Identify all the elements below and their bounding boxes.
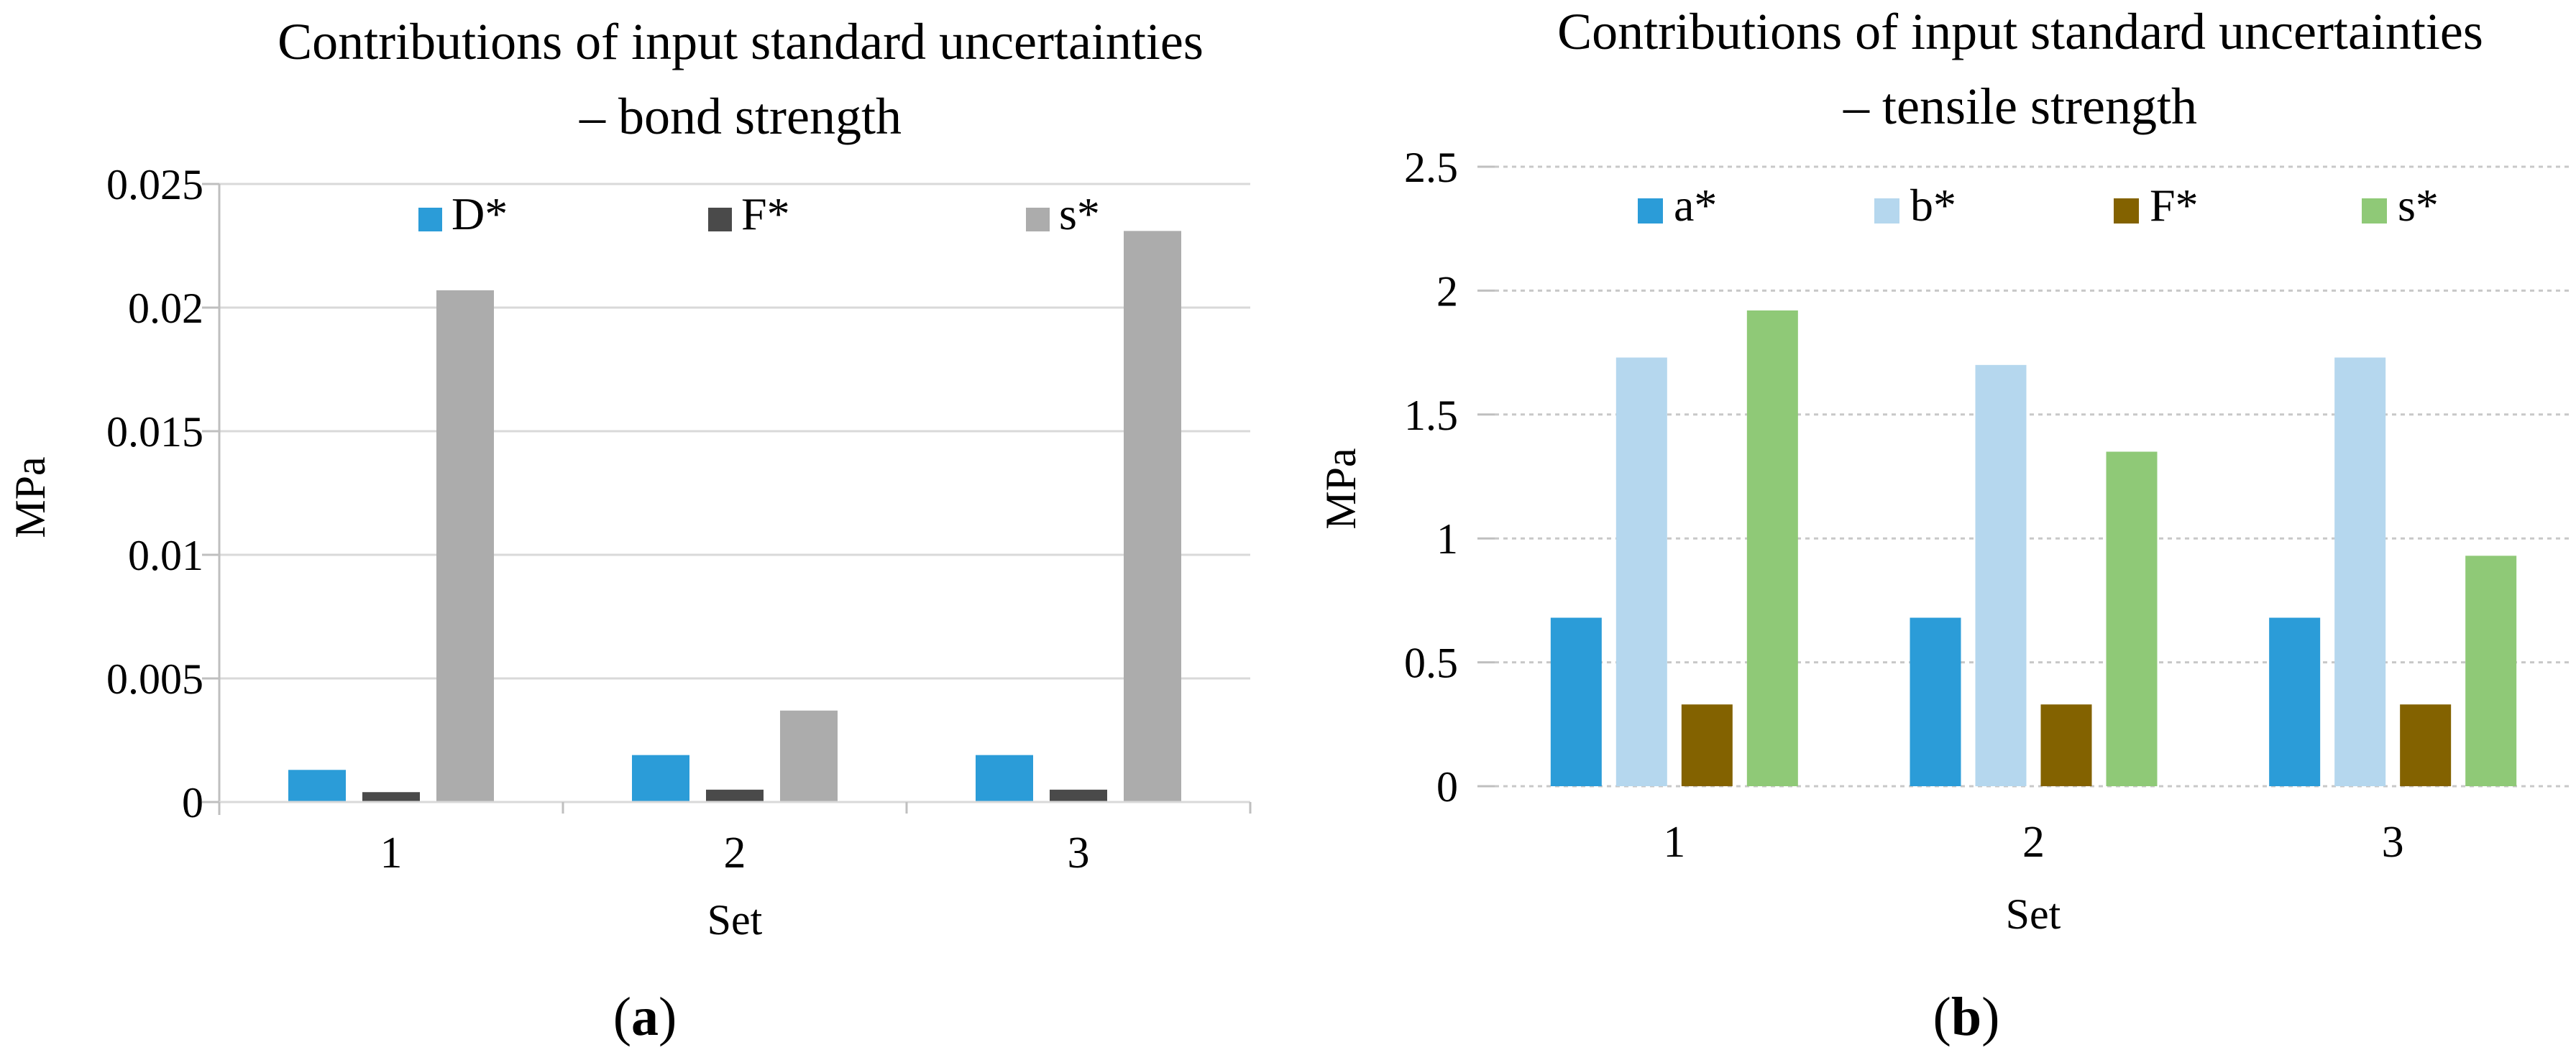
bar-Fstar-set3: [2400, 704, 2452, 786]
bar-Dstar-set1: [288, 770, 346, 802]
bar-Dstar-set3: [976, 755, 1033, 802]
chart-b-legend: a* b* F* s*: [1638, 180, 2439, 231]
bar-sstar-set1: [436, 290, 494, 802]
bar-astar-set1: [1550, 617, 1602, 786]
bar-astar-set3: [2269, 617, 2321, 786]
chart-a-y-tick-labels: 0 0.005 0.01 0.015 0.02 0.025: [106, 161, 203, 826]
legend-label-Fstar: F*: [741, 188, 790, 239]
chart-b-bars: [1550, 310, 2517, 787]
legend-swatch-sstar: [2362, 198, 2387, 224]
bar-sstar-set3: [1124, 231, 1181, 802]
caption-letter: b: [1951, 987, 1981, 1047]
y-tick-label: 1.5: [1404, 392, 1458, 439]
y-tick-label: 0: [182, 779, 203, 826]
bar-Fstar-set1: [1681, 704, 1733, 786]
panel-a-caption: (a): [613, 987, 677, 1047]
legend-label-Fstar: F*: [2150, 180, 2199, 231]
bar-sstar-set1: [1746, 310, 1798, 786]
y-tick-label: 0.005: [106, 655, 203, 703]
chart-b-x-axis-label: Set: [2006, 890, 2061, 938]
bar-sstar-set3: [2465, 556, 2517, 786]
chart-b-title-line1: Contributions of input standard uncertai…: [1557, 3, 2483, 60]
x-tick-label: 3: [1068, 829, 1090, 877]
y-tick-label: 2: [1436, 267, 1458, 315]
chart-b-gridlines: [1495, 165, 2572, 788]
y-tick-label: 0: [1436, 763, 1458, 811]
y-tick-label: 0.02: [128, 285, 203, 332]
legend-label-sstar: s*: [1059, 188, 1100, 239]
legend-label-sstar: s*: [2398, 180, 2439, 231]
x-tick-label: 1: [1663, 818, 1685, 867]
bar-Fstar-set2: [2040, 704, 2092, 786]
legend-swatch-astar: [1638, 198, 1663, 224]
chart-a-bars: [288, 231, 1181, 802]
chart-a-x-axis-label: Set: [707, 896, 763, 944]
bar-bstar-set2: [1975, 364, 2027, 787]
legend-label-bstar: b*: [1910, 180, 1956, 231]
bar-Fstar-set1: [362, 792, 420, 802]
chart-a-title-line2: – bond strength: [579, 88, 902, 145]
legend-swatch-Fstar: [2114, 198, 2139, 224]
bar-sstar-set2: [2106, 451, 2158, 786]
y-tick-label: 1: [1436, 515, 1458, 563]
bar-astar-set2: [1910, 617, 1961, 786]
bar-Fstar-set2: [706, 789, 764, 802]
chart-b-axes: [1477, 165, 1495, 788]
y-tick-label: 2.5: [1404, 144, 1458, 191]
y-tick-label: 0.015: [106, 408, 203, 456]
chart-a-legend: D* F* s*: [418, 188, 1100, 239]
x-tick-label: 2: [724, 829, 746, 877]
chart-b-y-axis-label: MPa: [1317, 448, 1365, 529]
chart-a-title-line1: Contributions of input standard uncertai…: [278, 13, 1204, 70]
chart-tensile-strength: Contributions of input standard uncertai…: [1317, 3, 2572, 1047]
legend-swatch-Dstar: [418, 208, 442, 231]
bar-Dstar-set2: [632, 755, 689, 802]
caption-letter: a: [631, 987, 659, 1047]
bar-Fstar-set3: [1050, 789, 1107, 802]
bar-bstar-set1: [1615, 357, 1667, 787]
legend-swatch-bstar: [1874, 198, 1899, 224]
chart-b-x-category-labels: 1 2 3: [1663, 818, 2403, 867]
chart-a-axes: [202, 183, 1252, 815]
x-tick-label: 1: [380, 829, 403, 877]
chart-b-y-tick-labels: 0 0.5 1 1.5 2 2.5: [1404, 144, 1458, 811]
chart-a-gridlines: [219, 183, 1250, 803]
legend-swatch-sstar: [1026, 208, 1050, 231]
panel-b-caption: (b): [1933, 987, 2000, 1047]
bar-bstar-set3: [2334, 357, 2386, 787]
y-tick-label: 0.01: [128, 532, 203, 579]
chart-a-x-category-labels: 1 2 3: [380, 829, 1090, 877]
x-tick-label: 2: [2022, 818, 2045, 867]
legend-label-astar: a*: [1674, 180, 1717, 231]
chart-a-y-axis-label: MPa: [6, 456, 54, 538]
legend-label-Dstar: D*: [452, 188, 508, 239]
y-tick-label: 0.025: [106, 161, 203, 208]
bar-sstar-set2: [780, 710, 838, 802]
x-tick-label: 3: [2382, 818, 2404, 867]
y-tick-label: 0.5: [1404, 640, 1458, 687]
chart-bond-strength: Contributions of input standard uncertai…: [6, 13, 1252, 1047]
chart-b-title-line2: – tensile strength: [1843, 78, 2197, 135]
legend-swatch-Fstar: [708, 208, 732, 231]
